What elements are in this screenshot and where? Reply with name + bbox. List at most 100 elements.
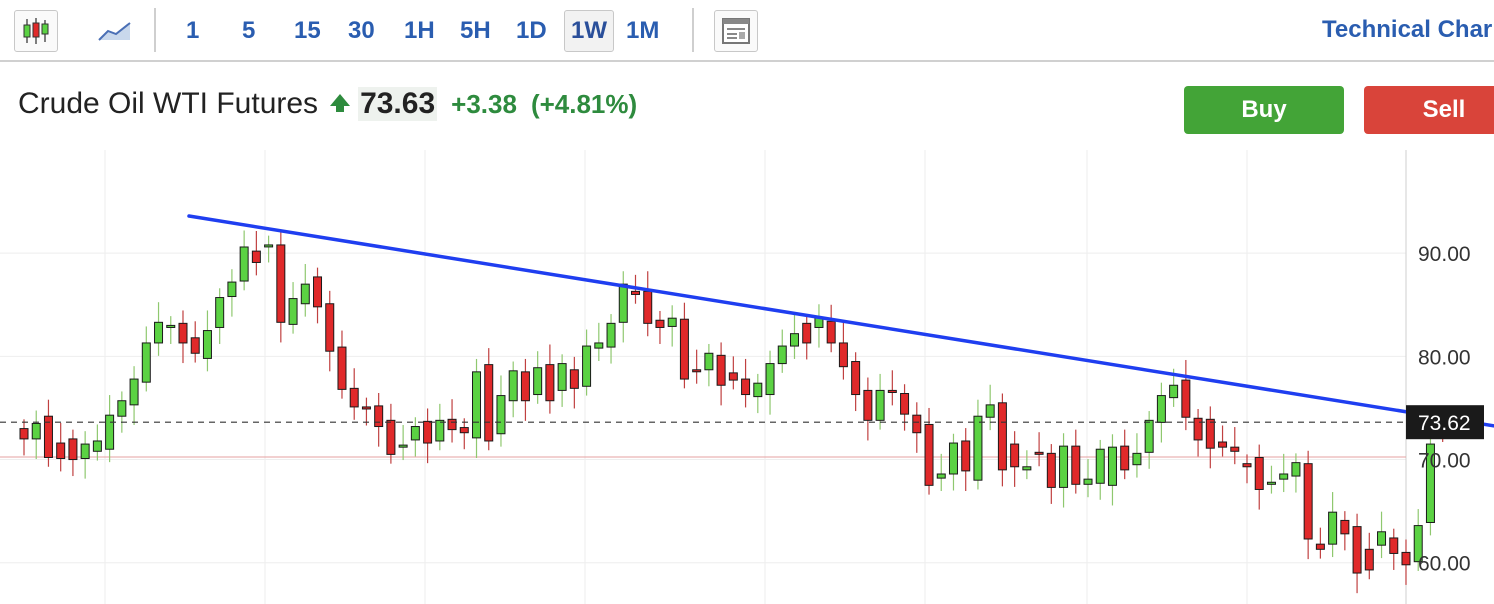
candle xyxy=(838,342,848,368)
candlestick-chart-button[interactable] xyxy=(14,10,58,52)
candle xyxy=(1169,384,1179,399)
buy-button[interactable]: Buy xyxy=(1184,86,1344,134)
candle xyxy=(1291,462,1301,477)
candle xyxy=(1230,446,1240,452)
candle xyxy=(288,298,298,325)
interval-15[interactable]: 15 xyxy=(294,17,321,44)
candle xyxy=(1181,379,1191,418)
candle xyxy=(239,246,249,282)
candle xyxy=(557,363,567,391)
candle xyxy=(154,321,164,344)
candle xyxy=(1425,443,1435,523)
candle xyxy=(1083,478,1093,485)
interval-30[interactable]: 30 xyxy=(348,17,375,44)
candle xyxy=(105,414,115,450)
candle xyxy=(1132,452,1142,466)
toolbar-separator xyxy=(154,8,156,52)
candle xyxy=(582,345,592,387)
candle xyxy=(1095,448,1105,484)
candle xyxy=(300,283,310,305)
candle xyxy=(1156,395,1166,423)
candle xyxy=(973,415,983,481)
candle xyxy=(1242,463,1252,468)
candle xyxy=(912,414,922,434)
interval-1h[interactable]: 1H xyxy=(404,17,435,44)
layout-button[interactable] xyxy=(714,10,758,52)
candle xyxy=(789,333,799,347)
candle xyxy=(1389,537,1399,554)
interval-1d[interactable]: 1D xyxy=(516,17,547,44)
candlestick-icon xyxy=(23,18,49,44)
candle xyxy=(777,345,787,365)
price-change-percent: (+4.81%) xyxy=(530,88,638,119)
candle xyxy=(1144,419,1154,453)
candle xyxy=(1071,445,1081,485)
candle xyxy=(900,393,910,415)
candle xyxy=(1401,551,1411,566)
candle xyxy=(667,317,677,327)
area-chart-icon xyxy=(98,22,131,41)
candle xyxy=(166,324,176,328)
candle xyxy=(202,330,212,359)
candle xyxy=(129,378,139,406)
candle xyxy=(56,442,66,460)
candle xyxy=(936,473,946,479)
interval-5h[interactable]: 5H xyxy=(460,17,491,44)
candle xyxy=(92,440,102,452)
candle xyxy=(765,363,775,396)
toolbar-separator xyxy=(692,8,694,52)
candle xyxy=(741,378,751,396)
candle xyxy=(508,370,518,402)
candle xyxy=(924,423,934,486)
interval-1[interactable]: 1 xyxy=(186,17,200,44)
candle xyxy=(569,369,579,389)
candle xyxy=(704,352,714,371)
candle xyxy=(410,426,420,441)
y-tick-label: 60.00 xyxy=(1418,553,1471,576)
candle xyxy=(802,322,812,344)
candle xyxy=(851,361,861,396)
candle xyxy=(484,364,494,442)
y-axis: 90.00 80.00 70.00 60.00 xyxy=(1418,243,1471,576)
sell-button[interactable]: Sell xyxy=(1364,86,1494,134)
candle xyxy=(178,322,188,344)
candle xyxy=(117,400,127,417)
candle xyxy=(997,402,1007,471)
candle xyxy=(264,244,274,248)
candle xyxy=(692,369,702,373)
up-arrow-icon xyxy=(330,94,351,112)
y-tick-label: 90.00 xyxy=(1418,243,1471,266)
candle xyxy=(31,422,41,440)
candle xyxy=(826,320,836,344)
candle xyxy=(631,290,640,295)
candle xyxy=(227,281,237,298)
candle xyxy=(1377,531,1387,546)
candle xyxy=(1328,511,1338,545)
candle xyxy=(472,371,482,439)
candle xyxy=(1120,445,1130,471)
candle xyxy=(43,415,53,458)
area-chart-button[interactable] xyxy=(90,10,140,52)
technical-chart-link[interactable]: Technical Char xyxy=(1322,16,1493,43)
candle xyxy=(948,442,958,475)
candle xyxy=(1364,548,1374,571)
candle xyxy=(337,346,347,390)
price-chart[interactable]: 90.00 80.00 70.00 60.00 73.62 xyxy=(0,150,1494,604)
candle xyxy=(1279,473,1289,480)
candle xyxy=(863,389,873,421)
candle xyxy=(1022,466,1032,471)
candle xyxy=(215,297,225,328)
y-tick-label: 70.00 xyxy=(1418,450,1471,473)
candle xyxy=(190,337,200,354)
candle xyxy=(398,444,408,448)
interval-1m[interactable]: 1M xyxy=(626,17,660,44)
interval-5[interactable]: 5 xyxy=(242,17,256,44)
candle xyxy=(435,419,445,442)
candle xyxy=(1266,481,1276,485)
candle xyxy=(643,290,653,324)
candle xyxy=(985,404,995,418)
candle xyxy=(80,443,90,460)
candle xyxy=(361,406,371,410)
candle xyxy=(276,244,286,323)
interval-1w[interactable]: 1W xyxy=(564,10,614,52)
